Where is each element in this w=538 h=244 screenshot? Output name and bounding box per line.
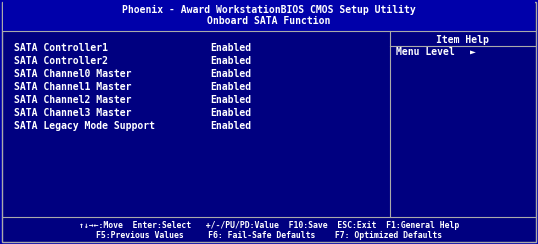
Text: F5:Previous Values     F6: Fail-Safe Defaults    F7: Optimized Defaults: F5:Previous Values F6: Fail-Safe Default…: [96, 232, 442, 241]
Text: ↑↓→←:Move  Enter:Select   +/-/PU/PD:Value  F10:Save  ESC:Exit  F1:General Help: ↑↓→←:Move Enter:Select +/-/PU/PD:Value F…: [79, 221, 459, 230]
Text: ►: ►: [470, 47, 476, 57]
Text: Enabled: Enabled: [210, 56, 251, 66]
Text: SATA Channel3 Master: SATA Channel3 Master: [14, 108, 131, 118]
Text: SATA Channel0 Master: SATA Channel0 Master: [14, 69, 131, 79]
Text: Enabled: Enabled: [210, 95, 251, 105]
Text: Onboard SATA Function: Onboard SATA Function: [207, 16, 331, 26]
Text: Enabled: Enabled: [210, 69, 251, 79]
Bar: [3, 1, 535, 31]
Text: SATA Channel1 Master: SATA Channel1 Master: [14, 82, 131, 92]
Text: Enabled: Enabled: [210, 121, 251, 131]
Text: Enabled: Enabled: [210, 82, 251, 92]
Text: SATA Controller2: SATA Controller2: [14, 56, 108, 66]
Text: Item Help: Item Help: [436, 35, 489, 45]
Text: Enabled: Enabled: [210, 43, 251, 53]
Text: SATA Legacy Mode Support: SATA Legacy Mode Support: [14, 121, 155, 131]
Text: Menu Level: Menu Level: [396, 47, 455, 57]
Text: Phoenix - Award WorkstationBIOS CMOS Setup Utility: Phoenix - Award WorkstationBIOS CMOS Set…: [122, 5, 416, 15]
Text: SATA Controller1: SATA Controller1: [14, 43, 108, 53]
Text: Enabled: Enabled: [210, 108, 251, 118]
Text: SATA Channel2 Master: SATA Channel2 Master: [14, 95, 131, 105]
